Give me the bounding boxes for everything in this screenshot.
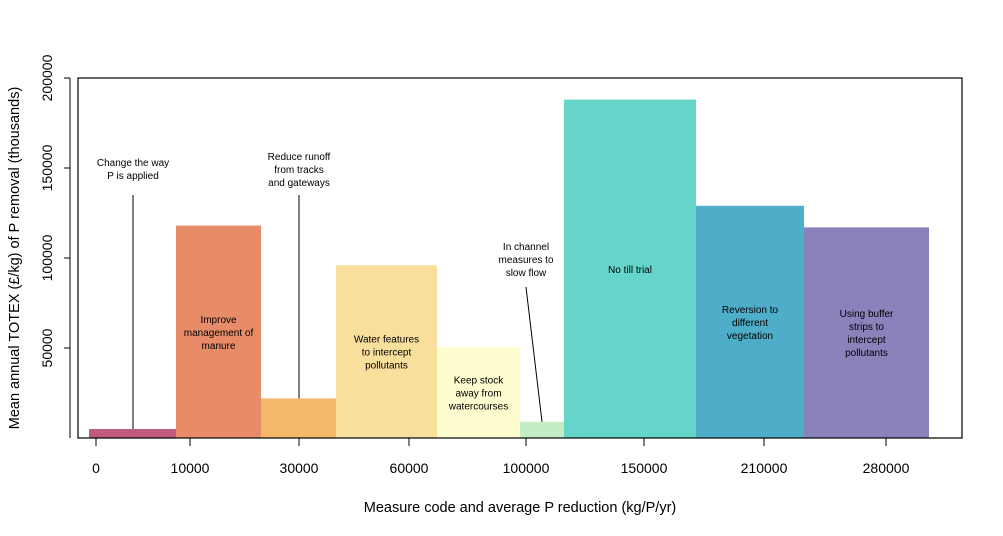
x-tick-label: 210000 — [741, 460, 788, 476]
bar-3 — [261, 398, 336, 438]
bar-label-1: Change the way P is applied — [97, 158, 169, 429]
bar-label-line: to intercept — [362, 348, 412, 359]
bar-label-3: Reduce runoff from tracks and gateways — [268, 152, 331, 399]
bars-layer — [89, 99, 929, 438]
callout-line-6 — [525, 286, 543, 422]
bar-label-line: Using buffer — [840, 309, 894, 320]
bar-label-6: In channel measures to slow flow — [498, 242, 554, 422]
bar-label-line: Reduce runoff — [268, 152, 331, 163]
bar-label-line: pollutants — [365, 361, 408, 372]
bar-label-line: manure — [202, 341, 236, 352]
bar-2 — [176, 225, 261, 438]
x-tick-label: 60000 — [390, 460, 429, 476]
x-tick-label: 10000 — [171, 460, 210, 476]
bar-label-line: management of — [184, 328, 254, 339]
x-tick-label: 150000 — [621, 460, 668, 476]
bar-label-line: and gateways — [268, 178, 330, 189]
y-tick-label: 100000 — [39, 234, 55, 281]
x-axis: 0 10000 30000 60000 100000 150000 210000 280000 — [92, 438, 910, 476]
bar-9 — [804, 227, 929, 438]
bar-7 — [564, 99, 696, 438]
y-tick-label: 150000 — [39, 144, 55, 191]
bar-label-line: strips to — [849, 322, 884, 333]
y-tick-label: 200000 — [39, 54, 55, 101]
bar-label-line: vegetation — [727, 331, 773, 342]
bar-label-line: away from — [455, 389, 501, 400]
bar-label-8: Reversion to different vegetation — [722, 305, 779, 342]
bar-label-line: Reversion to — [722, 305, 779, 316]
x-axis-title: Measure code and average P reduction (kg… — [364, 500, 676, 516]
bar-label-line: different — [732, 318, 768, 329]
bar-5 — [437, 347, 520, 438]
y-axis: 50000 100000 150000 200000 — [39, 54, 71, 438]
bar-label-line: pollutants — [845, 348, 888, 359]
bar-1 — [89, 429, 176, 438]
plot-frame — [77, 77, 963, 439]
x-tick-label: 30000 — [280, 460, 319, 476]
bar-6 — [520, 421, 564, 438]
bar-4 — [336, 265, 437, 438]
bar-labels-layer: Change the way P is applied Improve managem… — [97, 152, 894, 429]
x-tick-label: 0 — [92, 460, 100, 476]
bar-label-line: slow flow — [506, 268, 547, 279]
bar-label-line: In channel — [503, 242, 549, 253]
bar-label-line: from tracks — [274, 165, 323, 176]
bar-label-5: Keep stock away from watercourses — [448, 376, 508, 413]
bar-label-line: Change the way — [97, 158, 169, 169]
bar-label-line: No till trial — [608, 265, 652, 276]
bar-label-2: Improve management of manure — [184, 315, 254, 352]
y-axis-title: Mean annual TOTEX (£/kg) of P removal (t… — [7, 87, 23, 430]
y-tick-label: 50000 — [39, 328, 55, 367]
x-tick-label: 100000 — [503, 460, 550, 476]
bar-label-line: watercourses — [448, 402, 508, 413]
bar-label-line: Improve — [200, 315, 237, 326]
bar-label-9: Using buffer strips to intercept pollutants — [840, 309, 894, 359]
bar-label-line: measures to — [498, 255, 553, 266]
bar-label-line: Keep stock — [454, 376, 504, 387]
bar-label-7: No till trial — [608, 265, 652, 276]
bar-label-line: Water features — [354, 335, 419, 346]
bar-label-line: intercept — [847, 335, 886, 346]
bar-label-4: Water features to intercept pollutants — [354, 335, 419, 372]
bar-8 — [696, 205, 804, 438]
x-tick-label: 280000 — [863, 460, 910, 476]
bar-label-line: P is applied — [107, 171, 159, 182]
